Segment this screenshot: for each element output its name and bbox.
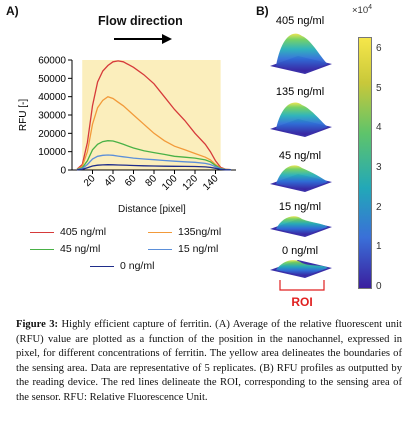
legend-item: 15 ng/ml [148,243,218,255]
series-line [76,95,231,171]
series-line [77,164,231,171]
y-tick-label: 60000 [38,56,66,67]
legend-label: 405 ng/ml [60,226,107,238]
rfu-profile-stack: 405 ng/ml 135 ng/ml 45 ng/ml 15 ng/ml 0 ng/m… [270,15,332,309]
profile-surface [276,165,328,190]
legend-swatch [30,231,54,233]
roi-label: ROI [291,295,312,309]
roi-bracket [279,280,325,291]
y-tick-label: 20000 [38,129,66,140]
legend-swatch [148,231,172,233]
profile-surface [276,216,328,235]
colorbar-exponent: ×104 [352,4,373,17]
profile-surface [276,102,328,135]
legend-item: 135ng/ml [148,226,221,238]
series-line [76,60,231,171]
colorbar-tick-label: 2 [376,201,382,213]
x-tick-label: 140 [201,173,221,193]
caption-head: Figure 3: [16,319,59,330]
series-line [76,154,231,171]
x-tick-label: 40 [102,173,118,189]
y-axis-title: RFU [-] [18,99,29,131]
legend-item: 0 ng/ml [90,260,154,272]
y-tick-label: 40000 [38,92,66,103]
legend-label: 0 ng/ml [120,260,155,272]
x-tick-label: 80 [143,173,159,189]
y-tick-label: 30000 [38,111,66,122]
flow-direction-label: Flow direction [98,14,183,28]
legend-item: 45 ng/ml [30,243,100,255]
legend-swatch [148,248,172,250]
x-tick-label: 100 [160,173,180,193]
panel-b-label: B) [256,4,269,18]
profile-label: 45 ng/ml [279,150,321,162]
legend-label: 135ng/ml [178,226,222,238]
x-tick-label: 20 [82,173,98,189]
profile-surface [276,260,328,276]
figure-caption: Figure 3: Highly efficient capture of fe… [16,318,402,406]
x-tick-label: 120 [181,173,201,193]
series-line [76,140,231,171]
colorbar-ticks: 6 5 4 3 2 1 0 [372,0,402,300]
chart-legend: 405 ng/ml 135ng/ml 45 ng/ml 15 ng/ml 0 ng/ml [30,226,250,286]
caption-text: Highly efficient capture of ferritin. (A… [16,319,402,403]
profile-surface [276,33,328,72]
colorbar-tick-label: 1 [376,241,382,253]
colorbar-tick-label: 4 [376,122,382,134]
colorbar-tick-label: 3 [376,161,382,173]
profile-label: 405 ng/ml [276,15,324,27]
colorbar-tick-label: 5 [376,82,382,94]
x-axis-title: Distance [pixel] [118,204,186,215]
colorbar-tick-label: 6 [376,42,382,54]
legend-item: 405 ng/ml [30,226,106,238]
y-tick-label: 50000 [38,74,66,85]
legend-label: 45 ng/ml [60,243,101,255]
sensing-area [82,60,221,170]
colorbar [358,37,372,289]
colorbar-tick-label: 0 [376,281,382,292]
profile-label: 15 ng/ml [279,201,321,213]
legend-label: 15 ng/ml [178,243,219,255]
profile-label: 0 ng/ml [282,245,318,257]
y-tick-label: 10000 [38,147,66,158]
flow-arrow-icon [114,34,172,44]
profile-label: 135 ng/ml [276,86,324,98]
panel-a-label: A) [6,4,19,18]
x-tick-label: 60 [123,173,139,189]
legend-swatch [30,248,54,250]
y-tick-label: 0 [60,166,66,177]
legend-swatch [90,265,114,267]
